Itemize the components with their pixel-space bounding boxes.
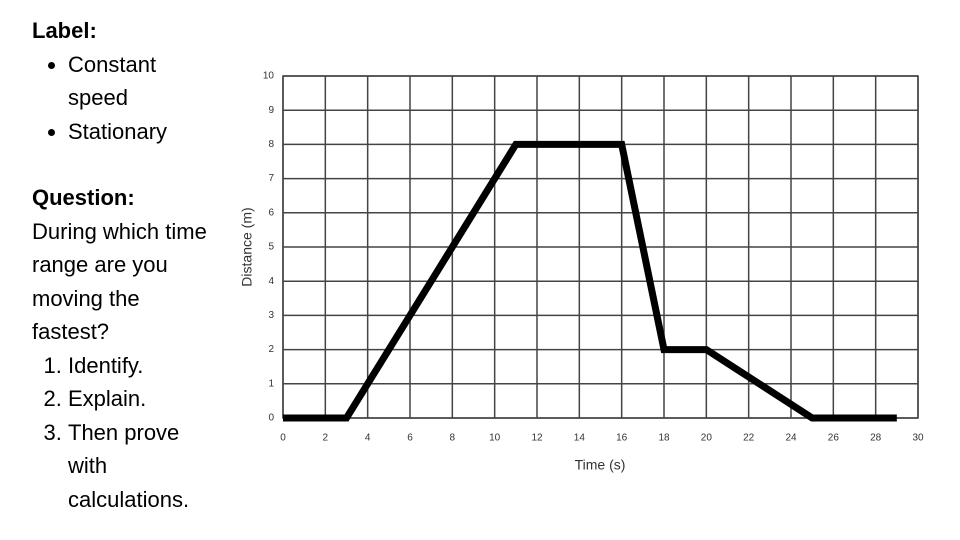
x-tick-label: 20 <box>701 433 713 444</box>
steps: Identify. Explain. Then prove with calcu… <box>32 349 222 517</box>
x-tick-label: 26 <box>828 433 840 444</box>
y-tick-label: 1 <box>268 378 274 389</box>
label-item: Constant speed <box>68 48 222 115</box>
x-tick-label: 0 <box>280 433 286 444</box>
x-axis-label: Time (s) <box>575 457 626 473</box>
y-tick-label: 2 <box>268 344 274 355</box>
x-tick-label: 2 <box>323 433 329 444</box>
data-line <box>283 140 897 422</box>
x-tick-label: 8 <box>450 433 456 444</box>
label-list: Constant speed Stationary <box>32 48 222 149</box>
y-tick-label: 8 <box>268 139 274 150</box>
x-tick-label: 12 <box>531 433 543 444</box>
y-tick-label: 9 <box>268 105 274 116</box>
y-tick-label: 3 <box>268 310 274 321</box>
step: Explain. <box>68 382 222 416</box>
x-tick-label: 30 <box>912 433 924 444</box>
y-tick-label: 7 <box>268 173 274 184</box>
x-tick-label: 24 <box>785 433 797 444</box>
x-tick-label: 18 <box>658 433 670 444</box>
y-axis-label: Distance (m) <box>239 207 255 286</box>
x-tick-label: 16 <box>616 433 628 444</box>
y-tick-label: 5 <box>268 242 274 253</box>
label-heading: Label: <box>32 18 97 43</box>
x-tick-label: 28 <box>870 433 882 444</box>
x-tick-label: 22 <box>743 433 755 444</box>
y-tick-label: 0 <box>268 413 274 424</box>
question-heading: Question: <box>32 185 135 210</box>
x-tick-label: 10 <box>489 433 501 444</box>
label-item: Stationary <box>68 115 222 149</box>
step: Identify. <box>68 349 222 383</box>
step: Then prove with calculations. <box>68 416 222 517</box>
y-tick-label: 4 <box>268 276 274 287</box>
question: During which time range are you moving t… <box>32 218 207 345</box>
y-tick-label: 6 <box>268 207 274 218</box>
x-tick-label: 6 <box>407 433 413 444</box>
x-tick-label: 14 <box>574 433 586 444</box>
y-tick-label: 10 <box>263 71 275 82</box>
x-tick-label: 4 <box>365 433 371 444</box>
slide-text: Label: Constant speed Stationary Questio… <box>32 14 222 516</box>
